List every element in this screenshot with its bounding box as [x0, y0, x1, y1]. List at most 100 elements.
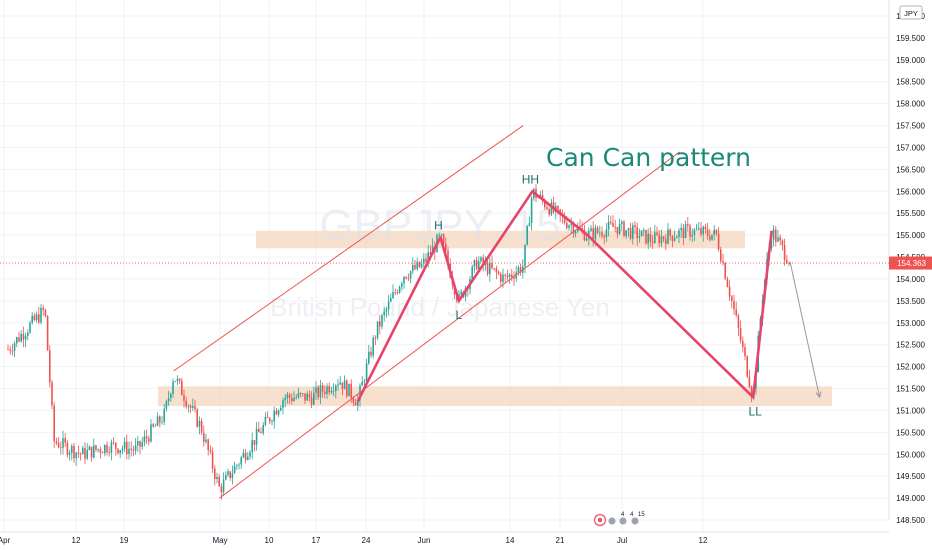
- candle-body: [51, 382, 53, 406]
- price-tick-label: 151.000: [896, 406, 925, 415]
- candle-body: [324, 391, 326, 394]
- time-tick-label: Jun: [418, 536, 431, 545]
- candle-body: [517, 267, 520, 273]
- candle-body: [605, 229, 608, 238]
- price-tick-label: 150.000: [896, 450, 925, 459]
- candle-body: [348, 383, 350, 397]
- candle-body: [750, 386, 753, 397]
- candle-body: [260, 432, 262, 434]
- candle-body: [407, 278, 410, 280]
- candle-body: [293, 397, 295, 402]
- candle-body: [658, 234, 660, 244]
- candle-body: [592, 228, 594, 240]
- watermark-description: British Pound / Japanese Yen: [270, 292, 610, 322]
- candle-body: [13, 343, 16, 351]
- candle-body: [601, 232, 603, 237]
- candle-body: [218, 476, 220, 487]
- candle-body: [117, 448, 119, 454]
- candle-body: [104, 444, 106, 454]
- candle-body: [337, 384, 339, 386]
- candle-body: [150, 424, 152, 442]
- last-price-badge: [889, 256, 932, 270]
- candle-body: [275, 410, 278, 415]
- candle-body: [86, 450, 88, 459]
- candle-body: [594, 227, 597, 240]
- candle-body: [511, 274, 513, 278]
- candle-body: [262, 425, 264, 434]
- candle-body: [176, 378, 179, 382]
- candle-body: [656, 232, 658, 235]
- candle-body: [387, 301, 390, 310]
- candle-body: [665, 238, 667, 244]
- candle-body: [418, 261, 421, 268]
- candle-body: [115, 442, 117, 449]
- candle-body: [383, 311, 385, 316]
- candle-body: [247, 456, 249, 460]
- candle-body: [53, 405, 55, 442]
- candle-body: [326, 386, 328, 394]
- candle-body: [695, 229, 698, 231]
- pattern-point-label: L: [455, 308, 462, 322]
- candle-body: [216, 476, 218, 480]
- candle-body: [460, 291, 462, 295]
- price-tick-label: 153.500: [896, 297, 925, 306]
- time-tick-label: 10: [265, 536, 274, 545]
- candle-body: [308, 393, 311, 398]
- events-indicator[interactable]: 4 4 15: [593, 512, 646, 527]
- candle-body: [172, 381, 174, 394]
- candle-body: [317, 387, 319, 398]
- candle-body: [583, 229, 586, 241]
- candle-body: [288, 394, 291, 398]
- candle-body: [97, 449, 99, 450]
- candle-body: [489, 262, 491, 275]
- candle-body: [244, 452, 247, 460]
- candle-body: [742, 340, 744, 348]
- candle-body: [676, 236, 678, 239]
- candle-body: [88, 446, 91, 451]
- price-tick-label: 158.000: [896, 100, 925, 109]
- candle-body: [423, 258, 425, 264]
- candle-body: [486, 262, 489, 275]
- price-tick-label: 158.500: [896, 78, 925, 87]
- candle-body: [519, 267, 522, 273]
- candle-body: [625, 230, 627, 237]
- candle-body: [401, 283, 403, 287]
- candle-body: [568, 225, 570, 229]
- currency-badge[interactable]: JPY: [899, 5, 923, 20]
- candle-body: [678, 230, 680, 237]
- candle-body: [634, 225, 636, 228]
- candle-body: [282, 400, 284, 408]
- candle-body: [341, 382, 344, 390]
- time-tick-label: Apr: [0, 536, 11, 545]
- channel-line: [173, 125, 524, 372]
- candle-body: [99, 449, 102, 453]
- candle-body: [495, 268, 498, 273]
- candle-body: [541, 194, 544, 201]
- candle-body: [174, 381, 176, 382]
- candle-body: [638, 236, 641, 239]
- candle-body: [775, 229, 777, 242]
- channel-lines: [173, 125, 680, 499]
- candle-body: [181, 380, 183, 396]
- candle-body: [425, 258, 427, 262]
- candle-body: [643, 229, 645, 231]
- candle-body: [596, 227, 599, 233]
- candle-body: [145, 436, 148, 439]
- candle-body: [370, 351, 372, 356]
- price-tick-label: 149.000: [896, 494, 925, 503]
- candle-body: [286, 394, 289, 398]
- candle-body: [711, 234, 713, 240]
- candle-body: [328, 386, 330, 393]
- pattern-labels: H L HH LL: [434, 172, 762, 418]
- candle-body: [627, 228, 630, 231]
- pattern-line: [356, 190, 773, 403]
- price-tick-label: 159.000: [896, 56, 925, 65]
- candle-body: [82, 447, 84, 455]
- candle-body: [706, 229, 709, 236]
- candle-body: [739, 328, 742, 341]
- candle-body: [647, 234, 649, 244]
- candle-body: [352, 398, 355, 403]
- candle-body: [781, 240, 784, 246]
- candle-body: [315, 387, 317, 393]
